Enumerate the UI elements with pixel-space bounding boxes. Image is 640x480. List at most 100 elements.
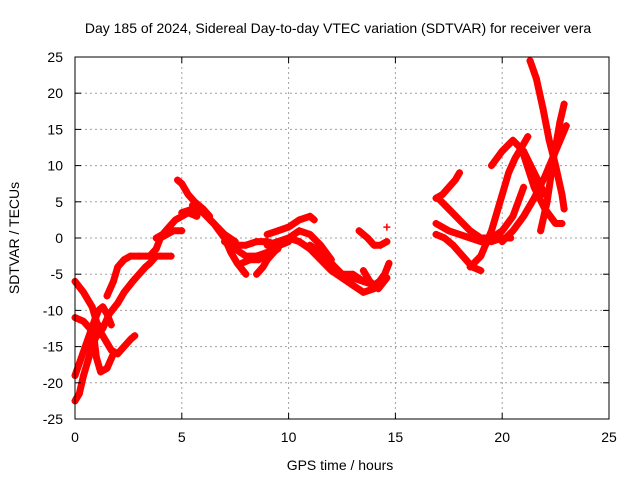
data-point-marker [114,299,122,307]
data-point-marker [462,256,470,264]
data-point-marker [509,227,517,235]
data-point-marker [537,227,545,235]
data-point-marker [432,230,440,238]
data-point-marker [355,227,363,235]
data-point-marker [90,335,98,343]
data-point-marker [366,277,374,285]
data-point-marker [434,194,442,202]
data-point-marker [383,274,391,282]
data-point-marker [552,220,560,228]
data-point-marker [77,353,85,361]
data-point-marker [152,234,160,242]
data-point-marker [253,270,261,278]
data-point-marker [221,238,229,246]
data-point-marker [84,335,92,343]
data-point-marker [520,151,528,159]
series-arc-34 [537,100,568,235]
data-point-marker [338,270,346,278]
data-point-marker [306,230,314,238]
data-point-marker [349,281,357,289]
data-point-marker [359,267,367,275]
data-point-marker [376,241,384,249]
data-point-marker [80,317,88,325]
data-point-marker [263,256,271,264]
data-point-marker [178,180,186,188]
data-point-marker [246,256,254,264]
data-point-marker [488,162,496,170]
y-tick-label: -20 [43,375,63,391]
data-point-marker [94,306,102,314]
data-point-marker [449,241,457,249]
data-point-marker [560,205,568,213]
data-point-marker [545,136,553,144]
data-point-marker [146,259,154,267]
series-trace [71,277,139,358]
data-point-marker [97,368,105,376]
data-point-marker [103,364,111,372]
data-point-marker [488,227,496,235]
data-point-marker [498,238,506,246]
data-point-marker [455,230,463,238]
data-point-marker [210,220,218,228]
data-point-marker [438,191,446,199]
axis-ticks: 0 5 10 15 20 25 -25 -20 -15 -10 -5 0 5 10 15 20 25 [43,49,617,445]
data-point-marker [317,241,325,249]
data-point-marker [167,252,175,260]
data-point-marker [560,100,568,108]
series-arc-16 [263,212,318,238]
data-point-marker [317,248,325,256]
data-point-marker [80,288,88,296]
data-point-marker [498,191,506,199]
series-arc-11 [188,201,250,278]
data-point-marker [242,241,250,249]
data-point-marker [539,104,547,112]
data-point-marker [327,259,335,267]
y-tick-label: 0 [55,230,63,246]
series-arc-22 [359,267,391,293]
x-tick-label: 10 [281,429,297,445]
data-point-marker [295,227,303,235]
data-point-marker [255,256,263,264]
series-arc-06 [103,252,175,300]
series-trace [355,227,391,249]
data-point-marker [274,227,282,235]
data-point-marker [274,238,282,246]
series-arc-08 [152,209,201,242]
series-arc-24 [383,223,391,231]
data-point-marker [505,169,513,177]
data-point-marker [88,303,96,311]
x-tick-label: 20 [494,429,510,445]
data-point-marker [92,353,100,361]
data-point-marker [295,216,303,224]
data-point-marker [120,288,128,296]
data-point-marker [86,325,94,332]
data-point-marker [75,390,83,398]
y-tick-label: 5 [55,194,63,210]
series-trace [359,267,391,293]
data-point-marker [445,183,453,191]
data-point-marker [509,212,517,220]
data-point-marker [477,234,485,242]
data-point-marker [455,216,463,224]
data-point-marker [120,256,128,264]
data-point-marker [466,234,474,242]
data-point-marker [135,252,143,260]
data-point-marker [310,216,318,224]
data-point-marker [509,136,517,144]
data-point-marker [374,285,382,293]
y-tick-label: -5 [51,266,64,282]
data-point-marker [178,227,186,235]
data-point-marker [105,310,113,318]
y-tick-label: 10 [47,158,63,174]
data-point-marker [524,133,532,141]
data-point-marker [171,216,179,224]
y-tick-label: 15 [47,121,63,137]
data-point-marker [101,335,109,343]
chart-title: Day 185 of 2024, Sidereal Day-to-day VTE… [85,20,591,36]
data-point-marker [80,372,88,380]
data-point-marker [511,154,519,162]
data-point-marker [520,212,528,220]
data-point-marker [131,332,139,340]
data-point-marker [270,248,278,256]
